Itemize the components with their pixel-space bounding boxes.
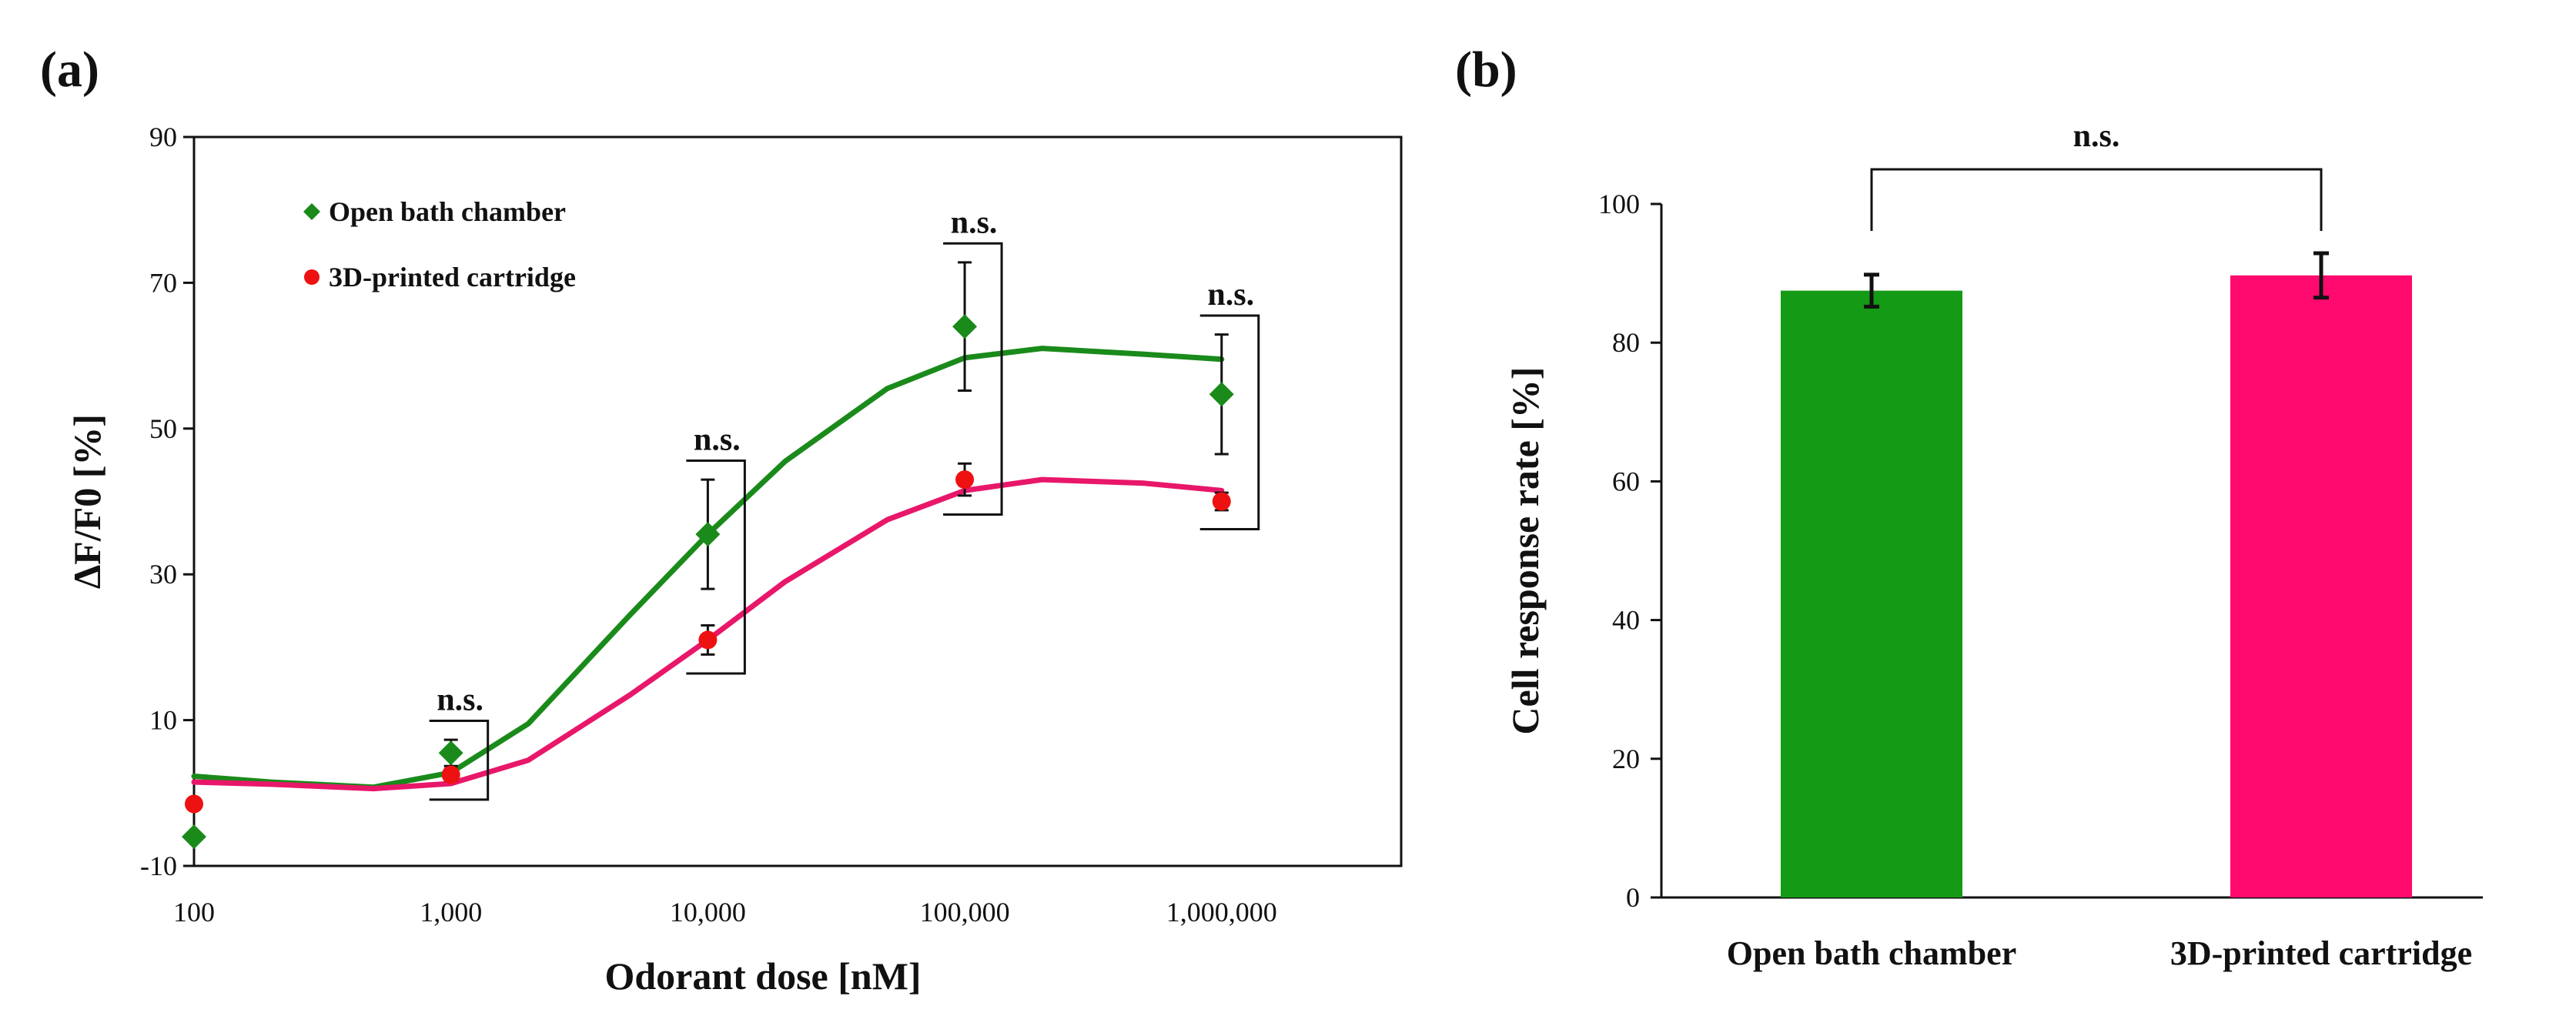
data-point-open-bath	[438, 740, 463, 766]
data-point-open-bath	[952, 314, 978, 339]
bar-open-bath	[1781, 290, 1962, 897]
x-tick-label: 100	[173, 897, 215, 927]
significance-bracket	[686, 459, 746, 675]
y-tick-label: -10	[140, 851, 177, 881]
y-tick-label: 20	[1612, 744, 1640, 774]
x-category-label: 3D-printed cartridge	[2170, 934, 2472, 972]
y-tick-label: 10	[149, 705, 177, 736]
significance-bracket	[943, 242, 1003, 516]
data-point-open-bath	[695, 522, 721, 547]
y-tick-label: 100	[1598, 189, 1640, 219]
significance-label: n.s.	[951, 205, 998, 240]
significance-label: n.s.	[2073, 119, 2120, 154]
data-point-open-bath	[1209, 382, 1234, 407]
legend-label: 3D-printed cartridge	[329, 262, 576, 292]
data-point-cartridge	[185, 794, 203, 814]
significance-label: n.s.	[694, 422, 741, 457]
x-tick-label: 1,000	[420, 897, 482, 927]
legend-marker-open-bath	[303, 203, 320, 220]
significance-label: n.s.	[437, 683, 483, 718]
y-tick-label: 50	[149, 413, 177, 444]
panel-a-label: (a)	[40, 42, 99, 98]
x-tick-label: 100,000	[920, 897, 1010, 927]
data-point-cartridge	[698, 630, 718, 650]
chart-b-bar-chart: 0 20 40 60 80 100 Cell response rate [%] Open b…	[1504, 119, 2483, 972]
y-tick-label: 40	[1612, 605, 1640, 636]
data-point-cartridge	[441, 765, 460, 784]
plot-area-frame	[192, 135, 1403, 867]
y-axis-title: Cell response rate [%]	[1504, 366, 1547, 734]
y-tick-label: 30	[149, 559, 177, 590]
legend-label: Open bath chamber	[329, 196, 566, 227]
y-tick-label: 60	[1612, 466, 1640, 496]
y-tick-label: 90	[149, 122, 177, 152]
data-point-cartridge	[1212, 492, 1231, 511]
y-tick-label: 70	[149, 267, 177, 298]
panel-b-label: (b)	[1455, 42, 1517, 98]
chart-a-line-plot: -10 10 30 50 70 90 100 1,000 10,000 100,000 1,000,…	[65, 122, 1403, 998]
y-tick-label: 80	[1612, 327, 1640, 358]
x-tick-label: 10,000	[670, 897, 746, 927]
y-tick-label: 0	[1626, 882, 1640, 913]
data-point-cartridge	[955, 470, 975, 490]
significance-label: n.s.	[1207, 277, 1254, 312]
x-tick-label: 1,000,000	[1166, 897, 1277, 927]
bar-cartridge	[2230, 275, 2412, 898]
x-axis-title: Odorant dose [nM]	[604, 954, 921, 998]
x-category-label: Open bath chamber	[1727, 934, 2016, 972]
legend-marker-cartridge	[304, 269, 319, 285]
significance-bracket	[429, 720, 490, 801]
y-axis-title: ΔF/F0 [%]	[65, 414, 109, 589]
significance-bracket	[1870, 168, 2323, 231]
data-point-open-bath	[182, 824, 206, 850]
significance-bracket	[1199, 314, 1260, 530]
